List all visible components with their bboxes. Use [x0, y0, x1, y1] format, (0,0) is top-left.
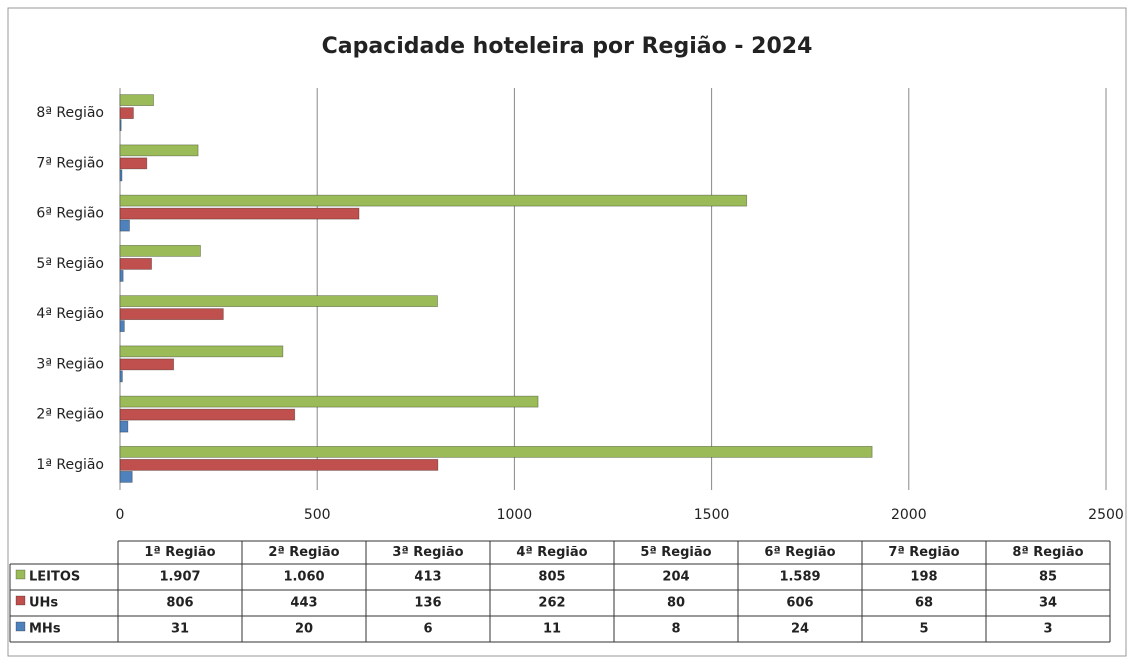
bar: [119, 144, 199, 157]
bar: [119, 295, 438, 308]
bar: [119, 94, 154, 107]
x-tick-label: 0: [116, 507, 125, 523]
table-value: 20: [295, 622, 313, 637]
bar: [119, 194, 748, 207]
bar: [119, 119, 122, 132]
table-value: 68: [915, 596, 933, 611]
bar: [119, 445, 873, 458]
table-value: 3: [1043, 622, 1052, 637]
table-header: 1ª Região: [144, 545, 215, 560]
legend-label: UHs: [29, 596, 58, 611]
table-value: 34: [1039, 596, 1057, 611]
x-tick-label: 2500: [1088, 507, 1124, 523]
bar: [119, 420, 129, 433]
table-value: 136: [414, 596, 441, 611]
y-tick-label: 2ª Região: [36, 407, 104, 423]
bar: [119, 370, 123, 383]
bar: [119, 458, 439, 471]
y-tick-label: 5ª Região: [36, 256, 104, 272]
table-header: 6ª Região: [764, 545, 835, 560]
bar: [119, 345, 284, 358]
bar: [119, 169, 123, 182]
table-value: 805: [538, 570, 565, 585]
x-tick-label: 2000: [891, 507, 927, 523]
bar: [119, 157, 148, 170]
x-tick-label: 1500: [694, 507, 730, 523]
y-tick-label: 6ª Região: [36, 206, 104, 222]
bar: [119, 244, 201, 257]
table-value: 1.060: [283, 570, 324, 585]
table-value: 443: [290, 596, 317, 611]
table-value: 1.907: [159, 570, 200, 585]
bar: [119, 320, 125, 333]
y-tick-label: 4ª Região: [36, 306, 104, 322]
table-value: 198: [910, 570, 937, 585]
table-value: 204: [662, 570, 689, 585]
table-value: 6: [423, 622, 432, 637]
table-value: 31: [171, 622, 189, 637]
table-value: 85: [1039, 570, 1057, 585]
bar: [119, 107, 134, 120]
y-tick-label: 3ª Região: [36, 356, 104, 372]
bar: [119, 470, 133, 483]
table-header: 4ª Região: [516, 545, 587, 560]
legend-swatch: [15, 569, 26, 580]
bar: [119, 207, 360, 220]
x-tick-label: 1000: [497, 507, 533, 523]
y-tick-label: 8ª Região: [36, 105, 104, 121]
chart-border: [7, 7, 1127, 657]
table-value: 262: [538, 596, 565, 611]
bar: [119, 408, 296, 421]
table-value: 413: [414, 570, 441, 585]
table-value: 11: [543, 622, 561, 637]
bar: [119, 219, 130, 232]
legend-swatch: [15, 595, 26, 606]
table-value: 8: [671, 622, 680, 637]
table-value: 1.589: [779, 570, 820, 585]
table-header: 2ª Região: [268, 545, 339, 560]
bar: [119, 269, 124, 282]
bar: [119, 308, 224, 321]
table-value: 606: [786, 596, 813, 611]
legend-label: MHs: [29, 622, 61, 637]
table-value: 5: [919, 622, 928, 637]
bar: [119, 395, 539, 408]
chart-title: Capacidade hoteleira por Região - 2024: [322, 34, 813, 59]
legend-swatch: [15, 621, 26, 632]
table-value: 80: [667, 596, 685, 611]
bar: [119, 358, 175, 371]
table-header: 7ª Região: [888, 545, 959, 560]
table-value: 24: [791, 622, 809, 637]
x-tick-label: 500: [304, 507, 331, 523]
table-header: 8ª Região: [1012, 545, 1083, 560]
table-header: 5ª Região: [640, 545, 711, 560]
y-tick-label: 1ª Região: [36, 457, 104, 473]
bar: [119, 257, 152, 270]
y-tick-label: 7ª Região: [36, 155, 104, 171]
table-value: 806: [166, 596, 193, 611]
table-header: 3ª Região: [392, 545, 463, 560]
legend-label: LEITOS: [29, 570, 80, 585]
